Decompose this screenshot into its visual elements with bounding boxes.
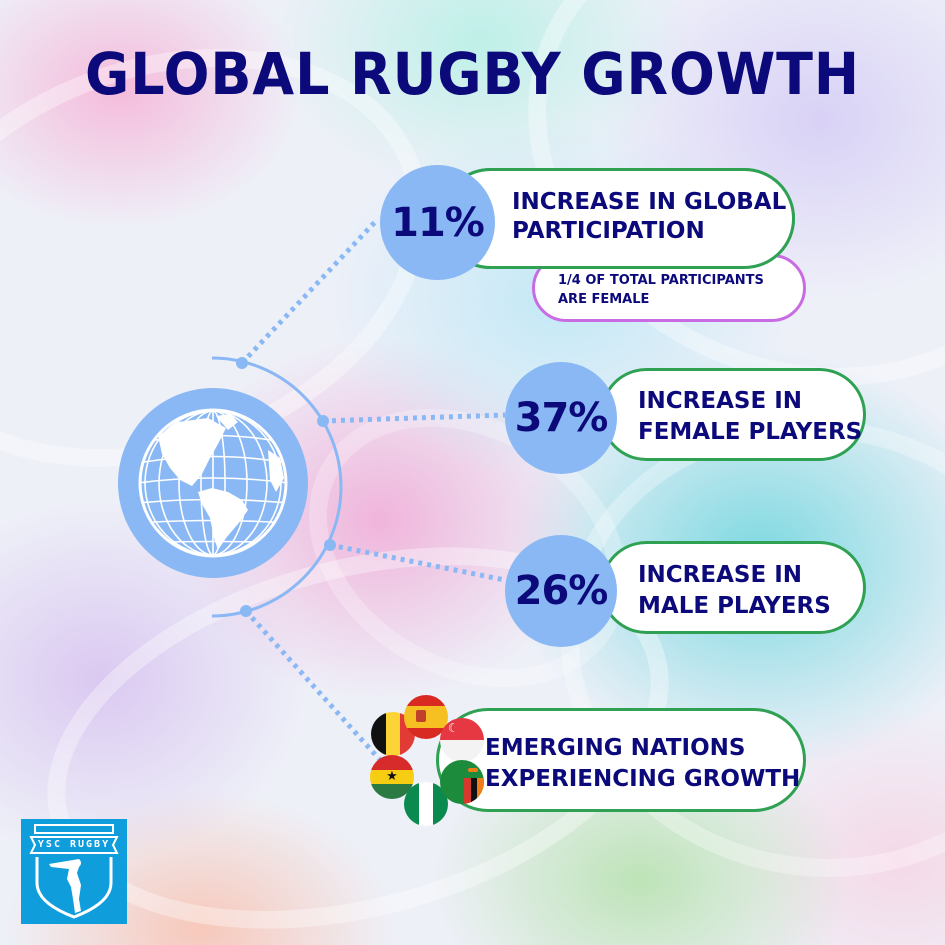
emerging-line2: EXPERIENCING GROWTH [485,766,801,793]
node-dot [317,415,329,427]
sub-note-text: 1/4 OF TOTAL PARTICIPANTS ARE FEMALE [558,272,764,310]
node-dot [324,539,336,551]
stat-label-male-players: INCREASE IN MALE PLAYERS [638,560,831,622]
dotted-line-4 [244,609,382,762]
globe-icon [138,408,288,558]
rugby-player-shield-icon [29,824,119,919]
stat-label-line1: INCREASE IN GLOBAL [512,189,787,215]
stat-value: 11% [391,199,485,246]
node-dot [240,605,252,617]
stat-circle-11: 11% [380,165,495,280]
stat-value: 37% [514,395,609,441]
stat-label-female-players: INCREASE IN FEMALE PLAYERS [638,386,862,448]
dotted-line-1 [240,220,377,365]
emerging-nations-label: EMERGING NATIONS EXPERIENCING GROWTH [485,733,800,795]
stat-label-line1: INCREASE IN [638,562,802,588]
stat-label-global-participation: INCREASE IN GLOBAL PARTICIPATION [512,188,786,246]
flag-spain-icon [404,695,448,739]
sub-note-line1: 1/4 OF TOTAL PARTICIPANTS [558,273,764,288]
sub-note-line2: ARE FEMALE [558,291,650,307]
stat-label-line2: PARTICIPATION [512,217,705,244]
emerging-line1: EMERGING NATIONS [485,735,746,761]
stat-circle-26: 26% [505,535,617,647]
stat-card-female-players [600,368,866,461]
page-title: GLOBAL RUGBY GROWTH [85,40,860,108]
stat-label-line1: INCREASE IN [638,388,802,414]
flag-zambia-icon [440,760,484,804]
flag-ghana-icon: ★ [370,755,414,799]
arc-connector [211,356,343,618]
dotted-line-2 [322,412,506,424]
flag-nigeria-icon [404,782,448,826]
flag-singapore-icon: ☾ [440,718,484,762]
emerging-nations-card [436,708,806,812]
logo-text: YSC RUGBY [37,839,111,850]
globe-badge [118,388,308,578]
dotted-line-3 [329,542,506,583]
stat-label-line2: FEMALE PLAYERS [638,419,863,446]
stat-label-line2: MALE PLAYERS [638,593,831,620]
stat-circle-37: 37% [505,362,617,474]
node-dot [236,357,248,369]
stat-card-global-participation-overlay [440,168,795,269]
ysc-rugby-logo: YSC RUGBY [21,819,127,924]
stat-value: 26% [514,568,609,614]
